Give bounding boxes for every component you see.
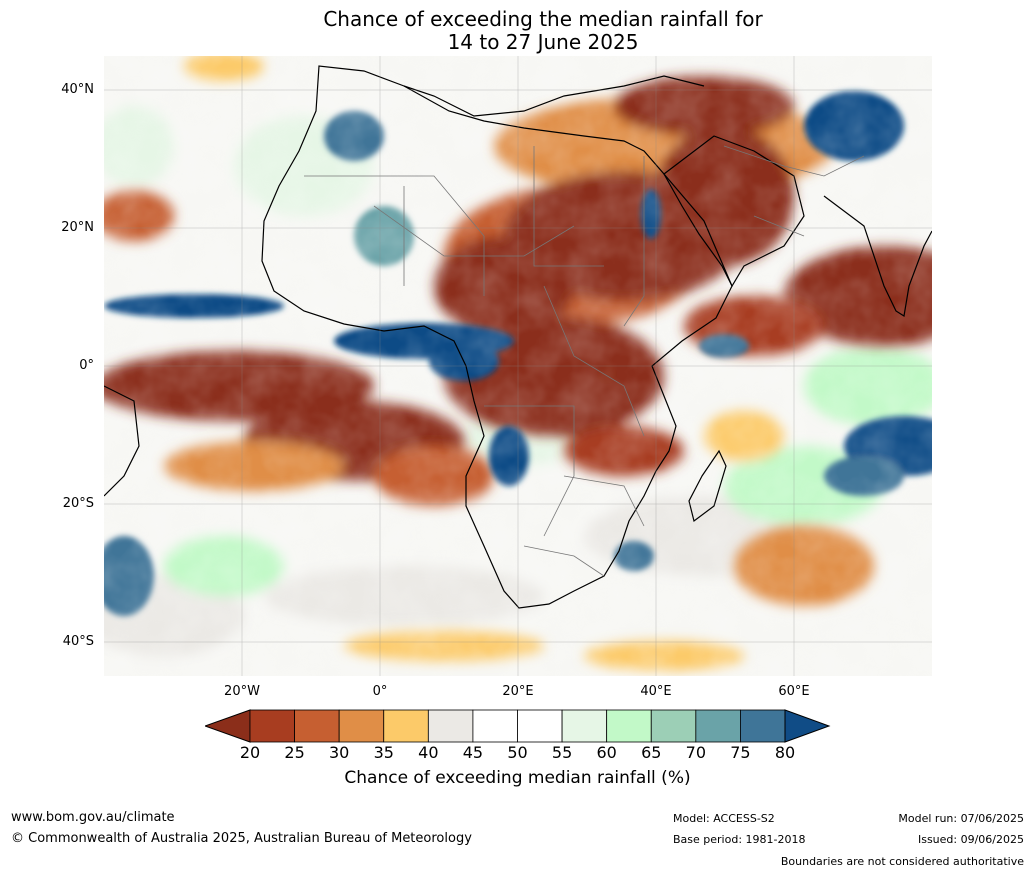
colorbar-tick-label: 30: [328, 743, 350, 762]
colorbar-tick-label: 70: [685, 743, 707, 762]
colorbar-tick-label: 20: [239, 743, 261, 762]
coastlines: [104, 65, 932, 609]
colorbar-cell: [294, 709, 340, 743]
lon-label-40e: 40°E: [640, 684, 672, 699]
colorbar-tick-label: 25: [284, 743, 305, 762]
colorbar-tick-label: 40: [418, 743, 439, 762]
colorbar-cell: [561, 709, 608, 743]
colorbar-tick-label: 75: [730, 743, 751, 762]
colorbar-cell: [606, 709, 652, 743]
colorbar-tick-label: 50: [507, 743, 528, 762]
footer-model: Model: ACCESS-S2: [673, 812, 775, 825]
colorbar-cell: [338, 709, 385, 743]
colorbar-cell: [383, 709, 429, 743]
colorbar-cell: [650, 709, 697, 743]
rainfall-map: [104, 56, 932, 676]
map-title-line2: 14 to 27 June 2025: [447, 30, 639, 54]
colorbar-tick-label: 55: [551, 743, 573, 762]
colorbar-tick-label: 60: [596, 743, 617, 762]
colorbar-tick-label: 45: [462, 743, 484, 762]
footer-issued: Issued: 09/06/2025: [917, 833, 1024, 846]
map-title: Chance of exceeding the median rainfall …: [0, 8, 1035, 54]
footer-copyright: © Commonwealth of Australia 2025, Austra…: [11, 831, 472, 846]
colorbar-tick-label: 65: [641, 743, 662, 762]
graticule: [104, 56, 932, 676]
lat-label-40s: 40°S: [62, 634, 94, 649]
colorbar-cell: [427, 709, 474, 743]
footer-website[interactable]: www.bom.gov.au/climate: [11, 810, 175, 825]
rainfall-map-canvas: [104, 56, 932, 676]
colorbar-cell: [695, 709, 741, 743]
footer-disclaimer: Boundaries are not considered authoritat…: [780, 855, 1024, 868]
colorbar-cells: [249, 709, 786, 743]
colorbar-over-arrow: [784, 709, 831, 743]
lat-label-20s: 20°S: [62, 496, 94, 511]
lat-label-20n: 20°N: [61, 220, 94, 235]
lon-label-0: 0°: [372, 684, 388, 699]
lat-label-40n: 40°N: [61, 82, 94, 97]
footer-base-period: Base period: 1981-2018: [673, 833, 806, 846]
lon-label-20w: 20°W: [224, 684, 260, 699]
lon-label-60e: 60°E: [778, 684, 810, 699]
lon-label-20e: 20°E: [502, 684, 534, 699]
colorbar-cell: [249, 709, 295, 743]
country-borders: [304, 145, 865, 577]
map-title-line1: Chance of exceeding the median rainfall …: [323, 7, 763, 31]
colorbar-label: Chance of exceeding median rainfall (%): [344, 768, 691, 788]
colorbar-tick-label: 35: [373, 743, 394, 762]
lat-label-0: 0°: [79, 358, 94, 373]
colorbar-under-arrow: [205, 709, 251, 743]
colorbar-cell: [472, 709, 518, 743]
colorbar-cell: [740, 709, 786, 743]
colorbar: [205, 709, 831, 743]
footer-model-run: Model run: 07/06/2025: [898, 812, 1024, 825]
colorbar-tick-label: 80: [774, 743, 796, 762]
colorbar-cell: [517, 709, 563, 743]
